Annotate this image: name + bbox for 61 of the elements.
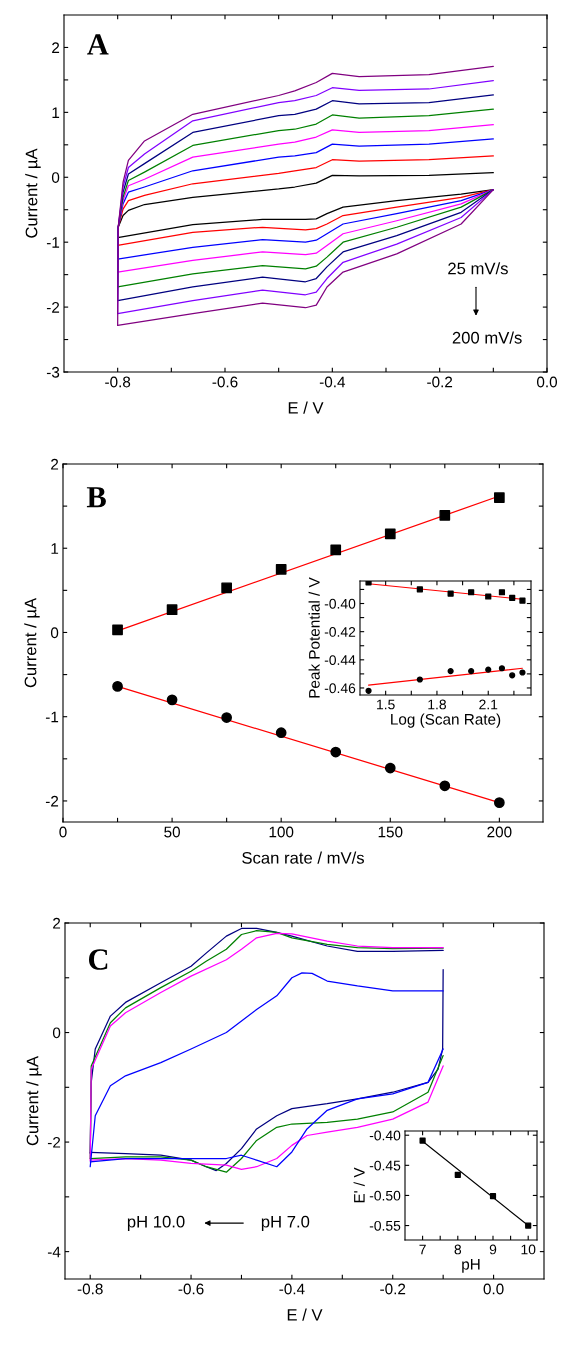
y-axis-title: E' / V <box>353 1167 365 1203</box>
y-tick-label: -3 <box>46 366 60 378</box>
y-tick-label: 1 <box>51 543 59 554</box>
x-axis-title: E / V <box>287 1308 323 1321</box>
x-axis-title: E / V <box>288 401 324 414</box>
annotation: A <box>87 34 109 55</box>
x-tick-label: 7 <box>419 1244 426 1255</box>
y-tick-label: -4 <box>47 1246 61 1258</box>
y-tick-label: -2 <box>47 1136 61 1148</box>
x-tick-label: -0.4 <box>319 376 346 388</box>
x-tick-label: 0.0 <box>536 376 558 388</box>
x-tick-label: -0.4 <box>279 1283 305 1295</box>
y-tick-label: -1 <box>45 711 59 723</box>
annotation: C <box>88 949 108 970</box>
x-tick-label: -0.2 <box>380 1283 406 1295</box>
annotation: pH 7.0 <box>261 1215 310 1231</box>
x-tick-label: 50 <box>164 826 180 838</box>
x-tick-label: 100 <box>269 826 294 838</box>
x-axis-title: Log (Scan Rate) <box>391 713 501 728</box>
y-axis-title: Current / µA <box>26 1055 42 1146</box>
y-tick-label: -0.44 <box>324 655 356 665</box>
x-tick-label: 8 <box>454 1244 462 1255</box>
x-axis-title: pH <box>462 1259 480 1273</box>
y-tick-label: 2 <box>52 42 60 53</box>
x-tick-label: 1.8 <box>428 699 446 710</box>
y-axis-title: Current / µA <box>25 148 41 238</box>
y-tick-label: -0.40 <box>324 598 356 609</box>
y-tick-label: 2 <box>53 917 61 929</box>
x-tick-label: -0.6 <box>178 1283 204 1295</box>
x-tick-label: 9 <box>489 1244 497 1255</box>
y-tick-label: -0.46 <box>324 683 356 694</box>
x-tick-label: -0.6 <box>212 376 238 388</box>
x-tick-label: 200 <box>487 826 512 838</box>
x-tick-label: -0.8 <box>77 1283 103 1295</box>
x-tick-label: -0.8 <box>105 376 131 388</box>
annotation: 25 mV/s <box>448 262 508 275</box>
y-tick-label: 1 <box>52 107 60 118</box>
y-tick-label: -0.45 <box>369 1160 401 1171</box>
x-tick-label: 1.5 <box>377 699 395 710</box>
y-tick-label: 0 <box>50 627 59 639</box>
x-tick-label: 10 <box>521 1244 536 1255</box>
y-tick-label: -0.55 <box>369 1220 401 1231</box>
y-tick-label: -0.50 <box>369 1190 401 1201</box>
y-tick-label: 2 <box>51 458 59 470</box>
x-tick-label: -0.2 <box>427 376 453 388</box>
y-tick-label: 0 <box>51 172 60 183</box>
x-tick-label: 150 <box>378 826 403 838</box>
annotation: B <box>86 487 106 508</box>
y-tick-label: -1 <box>46 237 60 248</box>
y-axis-title: Peak Potential / V <box>308 577 320 698</box>
x-axis-title: Scan rate / mV/s <box>242 851 364 864</box>
annotation: 200 mV/s <box>452 331 522 344</box>
y-tick-label: -2 <box>45 795 59 807</box>
annotation: pH 10.0 <box>127 1215 185 1231</box>
y-tick-label: -0.40 <box>369 1130 401 1141</box>
x-tick-label: 0.0 <box>483 1283 504 1295</box>
y-tick-label: 0 <box>52 1027 61 1039</box>
y-axis-title: Current / µA <box>24 597 40 688</box>
y-tick-label: -0.42 <box>324 627 356 637</box>
y-tick-label: -2 <box>46 301 60 313</box>
x-tick-label: 2.1 <box>479 699 498 710</box>
